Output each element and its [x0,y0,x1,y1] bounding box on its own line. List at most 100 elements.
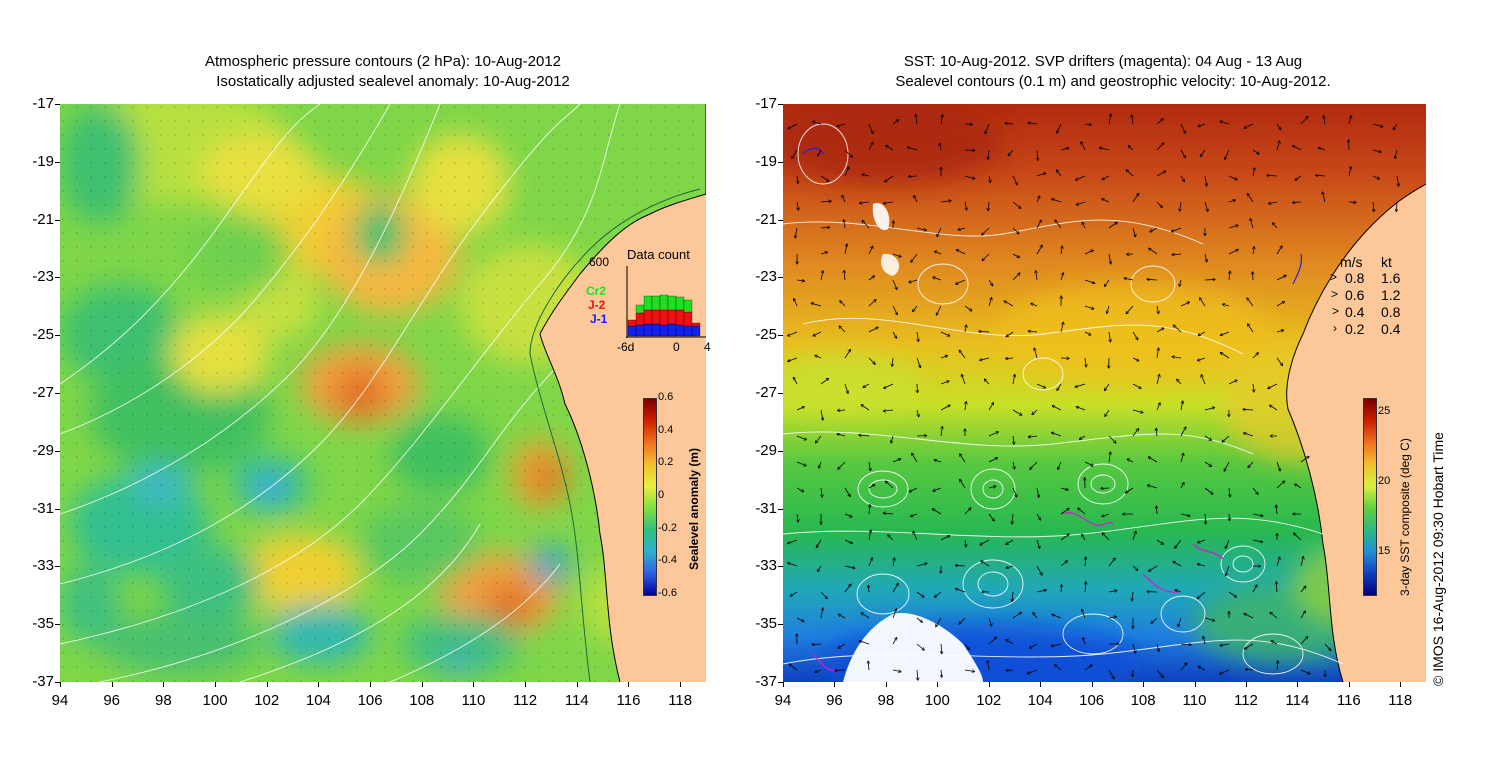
velocity-arrow [940,144,941,151]
velocity-arrow [1253,247,1254,255]
left-y-tick-mark [55,277,60,279]
velocity-arrow [885,175,894,182]
right-x-tick-label: 116 [1336,692,1361,709]
velocity-arrow [1108,591,1117,592]
histogram-bar [635,304,645,314]
right-x-tick-label: 98 [877,692,895,709]
left-x-tick-mark [370,682,372,687]
velocity-arrow [1084,279,1094,283]
velocity-arrow [1179,279,1181,286]
velocity-arrow [1012,513,1013,524]
velocity-arrow [1156,201,1162,207]
velocity-arrow [1220,644,1230,646]
velocity-arrow [892,357,893,366]
left-x-tick-mark [60,682,61,687]
velocity-arrow [1060,509,1069,515]
velocity-arrow [860,641,870,645]
velocity-arrow [1276,275,1286,281]
velocity-arrow [820,201,831,202]
velocity-arrow [1180,201,1181,211]
velocity-arrow [1395,149,1398,158]
velocity-arrow [1057,170,1062,177]
velocity-arrow [1085,582,1086,593]
velocity-legend-kt: 0.4 [1381,321,1401,337]
velocity-arrow [940,536,949,541]
left-y-tick-mark [55,624,60,626]
histogram-bar [627,325,637,337]
velocity-arrow [1105,383,1110,390]
velocity-arrow [839,326,846,333]
velocity-arrow [917,409,919,416]
velocity-arrow [1013,461,1014,469]
velocity-arrow [1252,149,1259,154]
sealevel-colorbar-tick: 0.6 [658,391,674,403]
velocity-arrow [1229,271,1230,281]
velocity-arrow [1156,328,1164,333]
velocity-arrow [1252,585,1257,593]
velocity-arrow [1077,407,1086,411]
velocity-arrow [796,407,804,411]
velocity-arrow [1198,564,1206,567]
histogram-bar [635,312,645,326]
velocity-arrow [1277,661,1278,671]
right-y-tick-label: -25 [755,326,777,344]
right-x-tick-mark [1143,682,1145,687]
velocity-arrow [820,591,827,599]
velocity-arrow [1276,141,1279,151]
velocity-arrow [1201,375,1206,385]
right-y-tick-label: -37 [755,673,777,690]
velocity-arrow [1174,325,1182,333]
velocity-arrow [1108,114,1111,125]
velocity-arrow [884,410,894,411]
left-x-tick-label: 114 [564,692,589,709]
right-x-tick-mark [834,682,836,687]
velocity-arrow [1148,485,1158,489]
right-x-tick-label: 102 [976,692,1002,709]
sealevel-colorbar-tick: 0 [658,489,665,501]
histogram-bar [651,295,661,311]
right-x-tick-mark [1400,682,1402,687]
left-title-line2: Isostatically adjusted sealevel anomaly:… [216,73,570,90]
histogram-bar [675,324,685,337]
velocity-arrow [844,271,845,281]
right-x-tick-label: 104 [1027,692,1053,709]
velocity-arrow [818,149,822,156]
velocity-arrow [796,461,806,466]
right-y-tick-label: -17 [755,95,777,112]
left-y-tick-mark [55,219,60,221]
data-count-x-label-end: 4 [704,340,711,354]
velocity-arrow [869,461,870,470]
right-x-tick-label: 118 [1388,692,1413,709]
velocity-arrow [892,670,901,672]
histogram-bar [691,322,701,327]
left-y-tick-label: -33 [32,557,54,575]
velocity-arrow [1267,175,1278,176]
velocity-arrow [861,613,870,619]
left-y-tick-label: -25 [32,326,54,344]
velocity-arrow [1052,433,1062,437]
velocity-arrow [844,244,847,255]
velocity-arrow [1247,194,1254,203]
right-title-line1: SST: 10-Aug-2012. SVP drifters (magenta)… [903,53,1303,70]
velocity-arrow [1156,539,1163,544]
left-y-tick-label: -31 [32,499,54,517]
left-y-tick-label: -37 [32,673,54,690]
velocity-arrow [1078,508,1086,515]
right-y-tick-mark [778,161,783,163]
velocity-arrow [1029,436,1038,437]
legend-cr2: Cr2 [586,284,607,298]
velocity-arrow [868,246,873,255]
velocity-arrow [1108,617,1116,618]
velocity-arrow [1276,330,1283,332]
velocity-arrow [1060,561,1067,567]
left-x-tick-mark [576,682,578,687]
velocity-arrow [1300,669,1310,674]
right-y-tick-mark [778,450,783,452]
velocity-arrow [868,327,878,333]
velocity-arrow [1052,614,1062,619]
left-y-tick-label: -19 [32,152,54,170]
velocity-arrow [956,589,966,593]
velocity-arrow [1008,149,1014,156]
velocity-legend-header-ms: m/s [1340,254,1363,270]
velocity-arrow [916,227,926,230]
